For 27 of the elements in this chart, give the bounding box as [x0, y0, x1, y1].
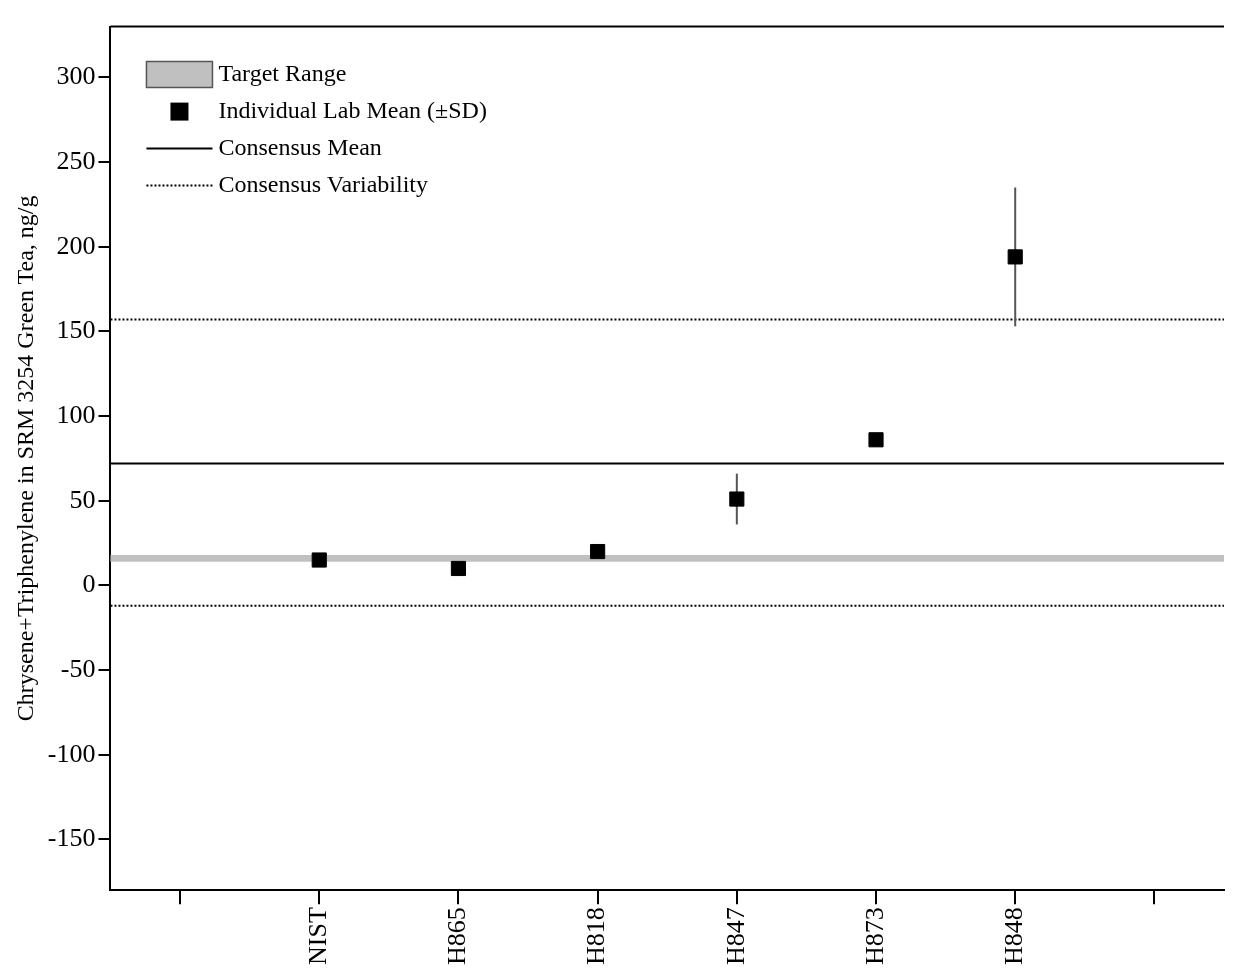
point — [868, 432, 884, 448]
y-tick-label: 0 — [82, 569, 96, 599]
y-tick-label: 50 — [69, 484, 96, 514]
x-tick-label: NIST — [303, 907, 333, 965]
point — [450, 560, 467, 577]
x-tick-label: H873 — [859, 907, 889, 965]
y-axis-title: Chrysene+Triphenylene in SRM 3254 Green Tea, ng/g — [11, 195, 38, 722]
legend-label: Consensus Mean — [218, 133, 382, 160]
y-tick-label: -100 — [47, 738, 96, 768]
point — [1007, 249, 1023, 265]
x-tick-label: H848 — [999, 907, 1029, 965]
point — [311, 552, 327, 568]
legend-label: Target Range — [218, 59, 347, 86]
y-tick-label: 100 — [56, 399, 96, 429]
y-tick-label: -150 — [47, 823, 96, 853]
legend-label: Consensus Variability — [218, 170, 429, 197]
x-tick-label: H865 — [442, 907, 472, 965]
y-tick-label: 250 — [56, 145, 96, 175]
y-tick-label: 150 — [56, 315, 96, 345]
y-tick-label: 200 — [56, 230, 96, 260]
x-tick-label: H847 — [720, 907, 750, 965]
x-tick-label: H818 — [581, 907, 611, 965]
y-tick-label: 300 — [56, 61, 96, 91]
legend-label: Individual Lab Mean (±SD) — [218, 96, 487, 123]
point — [590, 543, 606, 560]
y-tick-label: -50 — [60, 653, 96, 683]
point — [729, 491, 745, 507]
